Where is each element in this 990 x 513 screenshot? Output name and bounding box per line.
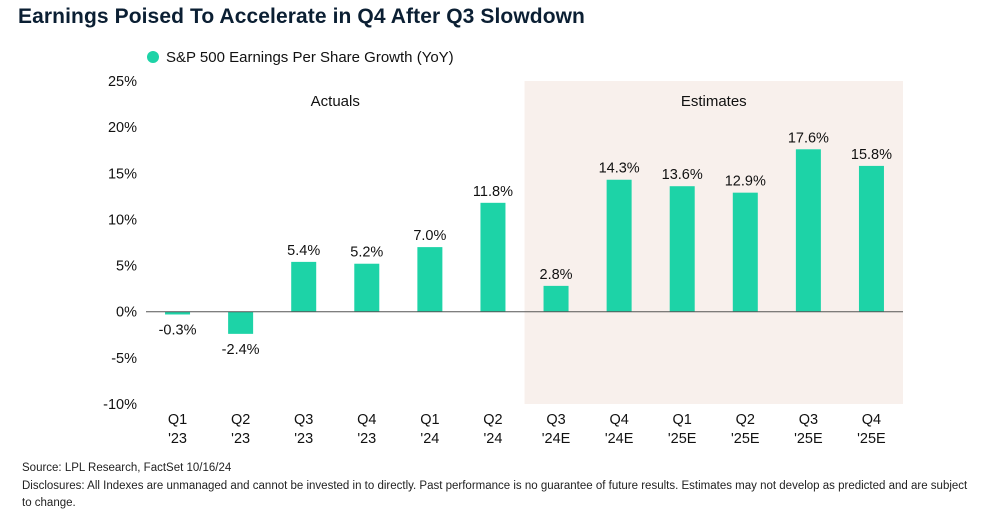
bar bbox=[417, 247, 443, 312]
bar bbox=[354, 263, 380, 312]
x-tick-label-year: '24E bbox=[542, 431, 571, 447]
chart-area: S&P 500 Earnings Per Share Growth (YoY) … bbox=[103, 49, 903, 447]
x-tick-label-year: '25E bbox=[668, 431, 697, 447]
x-tick-label-year: '23 bbox=[357, 431, 376, 447]
bar bbox=[795, 149, 821, 312]
y-tick-label: 25% bbox=[108, 74, 137, 90]
y-tick-label: 0% bbox=[116, 305, 137, 321]
y-tick-label: 15% bbox=[108, 166, 137, 182]
source-note: Source: LPL Research, FactSet 10/16/24 bbox=[22, 462, 232, 474]
data-label: 7.0% bbox=[413, 228, 446, 244]
bar bbox=[480, 202, 506, 312]
bar bbox=[606, 179, 632, 312]
y-tick-label: 10% bbox=[108, 212, 137, 228]
region-label-estimates: Estimates bbox=[681, 93, 747, 110]
x-tick-label-quarter: Q1 bbox=[673, 412, 692, 428]
bar bbox=[291, 261, 317, 312]
x-axis: Q1 '23 Q2 '23 Q3 '23 Q4 '23 Q1 '24 Q2 '24 Q3 '24E Q4 '2… bbox=[168, 412, 886, 447]
x-tick-label-quarter: Q4 bbox=[357, 412, 376, 428]
x-tick-label-year: '23 bbox=[168, 431, 187, 447]
data-label: 2.8% bbox=[540, 267, 573, 283]
data-label: -0.3% bbox=[159, 322, 197, 338]
x-tick-label-quarter: Q2 bbox=[483, 412, 502, 428]
x-tick-label-quarter: Q3 bbox=[294, 412, 313, 428]
data-label: 14.3% bbox=[599, 161, 640, 177]
data-label: 17.6% bbox=[788, 130, 829, 146]
x-tick-label-year: '23 bbox=[231, 431, 250, 447]
x-tick-label-year: '25E bbox=[794, 431, 823, 447]
x-tick-label-year: '24 bbox=[420, 431, 439, 447]
x-tick-label-quarter: Q3 bbox=[546, 412, 565, 428]
chart-title: Earnings Poised To Accelerate in Q4 Afte… bbox=[18, 5, 585, 28]
data-label: 5.2% bbox=[350, 245, 383, 261]
y-tick-label: 20% bbox=[108, 120, 137, 136]
x-tick-label-year: '24E bbox=[605, 431, 634, 447]
x-tick-label-quarter: Q1 bbox=[420, 412, 439, 428]
data-label: -2.4% bbox=[222, 342, 260, 358]
x-tick-label-year: '23 bbox=[294, 431, 313, 447]
disclosure-note: Disclosures: All Indexes are unmanaged a… bbox=[22, 480, 968, 509]
x-tick-label-quarter: Q3 bbox=[799, 412, 818, 428]
region-labels: Actuals Estimates bbox=[311, 93, 747, 110]
region-label-actuals: Actuals bbox=[311, 93, 360, 110]
x-tick-label-year: '25E bbox=[857, 431, 886, 447]
data-labels: -0.3% -2.4% 5.4% 5.2% 7.0% 11.8% 2.8% 14.3% 13.6… bbox=[159, 130, 893, 358]
y-tick-label: -5% bbox=[111, 351, 137, 367]
data-label: 15.8% bbox=[851, 147, 892, 163]
bar bbox=[732, 192, 758, 312]
x-tick-label-quarter: Q4 bbox=[609, 412, 628, 428]
bars bbox=[165, 149, 884, 334]
y-tick-label: -10% bbox=[103, 397, 137, 413]
bar bbox=[228, 311, 254, 334]
bar bbox=[543, 285, 569, 312]
x-tick-label-quarter: Q1 bbox=[168, 412, 187, 428]
bar bbox=[858, 165, 884, 312]
y-axis: 25% 20% 15% 10% 5% 0% -5% -10% bbox=[103, 74, 137, 413]
legend: S&P 500 Earnings Per Share Growth (YoY) bbox=[147, 49, 454, 66]
x-tick-label-year: '24 bbox=[484, 431, 503, 447]
legend-marker bbox=[147, 51, 159, 63]
x-tick-label-year: '25E bbox=[731, 431, 760, 447]
x-tick-label-quarter: Q4 bbox=[862, 412, 881, 428]
data-label: 12.9% bbox=[725, 174, 766, 190]
y-tick-label: 5% bbox=[116, 259, 137, 275]
bar bbox=[669, 186, 695, 312]
x-tick-label-quarter: Q2 bbox=[231, 412, 250, 428]
data-label: 5.4% bbox=[287, 243, 320, 259]
bar bbox=[165, 311, 191, 315]
data-label: 11.8% bbox=[473, 184, 513, 200]
x-tick-label-quarter: Q2 bbox=[736, 412, 755, 428]
data-label: 13.6% bbox=[662, 167, 703, 183]
legend-label: S&P 500 Earnings Per Share Growth (YoY) bbox=[166, 49, 454, 66]
estimates-region-background bbox=[524, 81, 903, 404]
